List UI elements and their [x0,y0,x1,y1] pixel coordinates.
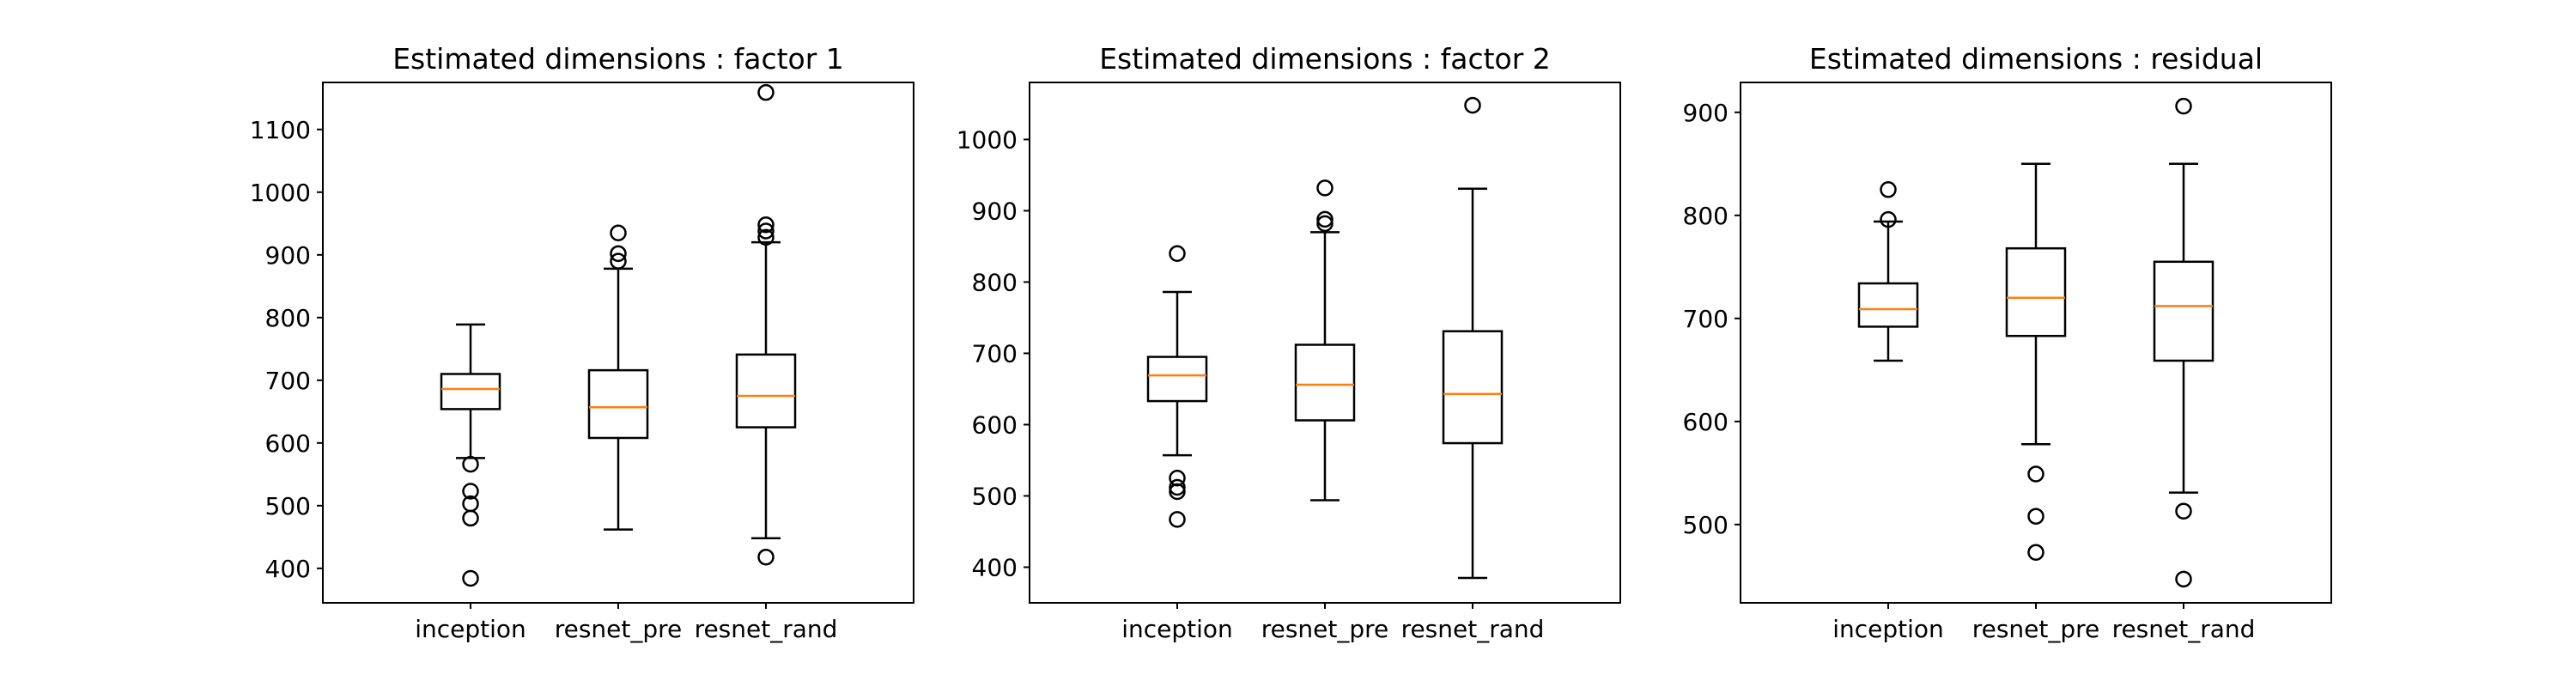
boxplot-inception [1146,245,1208,528]
y-tick-label: 600 [1683,408,1728,436]
y-tick-label: 400 [265,555,311,583]
outlier-point [2175,502,2192,520]
outlier-point [1169,469,1186,487]
subplot-residual: Estimated dimensions : residual 500 600 70… [1683,42,2332,643]
outlier-point [462,569,479,587]
y-tick-label: 500 [972,482,1018,510]
y-tick-label: 900 [972,197,1018,225]
outlier-point [1169,245,1186,262]
iqr-box [2005,246,2067,337]
boxplot-resnet_pre [587,224,649,531]
iqr-box [735,353,797,429]
x-tick-label: inception [1121,615,1233,643]
outlier-point [1169,511,1186,528]
outlier-point [610,245,627,263]
outlier-point [757,228,775,246]
outlier-point [757,83,775,101]
x-tick-label: resnet_rand [1401,615,1545,643]
outlier-point [1316,179,1334,197]
x-tick-label: resnet_pre [1972,615,2100,643]
y-tick-label: 1100 [250,116,311,144]
x-tick-label: inception [1832,615,1944,643]
y-tick-label: 600 [265,429,311,458]
boxplot-resnet_rand [2153,97,2215,588]
boxplot-inception [440,323,501,587]
outlier-point [2175,97,2192,115]
boxplot-resnet_pre [1294,179,1356,502]
y-tick-label: 500 [1683,511,1728,539]
outlier-point [1880,181,1897,198]
boxplot-resnet_pre [2005,162,2067,561]
iqr-box [587,368,649,440]
y-tick-label: 1000 [957,125,1018,154]
outlier-point [757,216,775,234]
y-tick-label: 700 [1683,305,1728,333]
outlier-point [2027,544,2044,561]
y-tick-label: 600 [972,410,1018,439]
boxplot-resnet_rand [735,83,797,566]
outlier-point [2027,465,2044,483]
iqr-box [1857,282,1919,328]
iqr-box [1294,344,1356,422]
outlier-point [462,455,479,473]
y-tick-label: 700 [265,367,311,395]
iqr-box [1442,330,1504,445]
outlier-point [2175,570,2192,588]
x-tick-label: resnet_pre [1261,615,1389,643]
subplot-title: Estimated dimensions : factor 2 [1099,42,1551,76]
outlier-point [1880,210,1897,228]
outlier-point [610,252,627,270]
y-tick-label: 400 [972,553,1018,581]
subplot-title: Estimated dimensions : residual [1809,42,2263,76]
iqr-box [440,373,501,410]
outlier-point [462,509,479,527]
x-tick-label: resnet_rand [2112,615,2256,643]
outlier-point [2027,508,2044,525]
subplot-factor-1: Estimated dimensions : factor 1 400 500 60… [250,42,914,643]
iqr-box [2153,260,2215,362]
y-tick-label: 900 [1683,99,1728,127]
outlier-point [1464,96,1481,114]
outlier-point [757,222,775,240]
y-tick-label: 700 [972,339,1018,368]
boxplot-inception [1857,181,1919,362]
x-tick-label: resnet_rand [695,615,838,643]
y-tick-label: 1000 [250,179,311,207]
boxplot-resnet_rand [1442,96,1504,580]
outlier-point [1316,215,1334,233]
outlier-point [1169,478,1186,496]
y-tick-label: 800 [265,304,311,332]
subplot-factor-2: Estimated dimensions : factor 2 400 500 60… [957,42,1621,643]
iqr-box [1146,356,1208,403]
x-tick-label: inception [415,615,526,643]
y-tick-label: 800 [972,268,1018,296]
y-tick-label: 500 [265,492,311,520]
outlier-point [462,483,479,500]
subplot-title: Estimated dimensions : factor 1 [392,42,844,76]
x-tick-label: resnet_pre [555,615,683,643]
outlier-point [610,224,627,241]
outlier-point [757,548,775,566]
outlier-point [1316,210,1334,228]
y-tick-label: 900 [265,241,311,270]
outlier-point [462,495,479,513]
y-tick-label: 800 [1683,202,1728,230]
